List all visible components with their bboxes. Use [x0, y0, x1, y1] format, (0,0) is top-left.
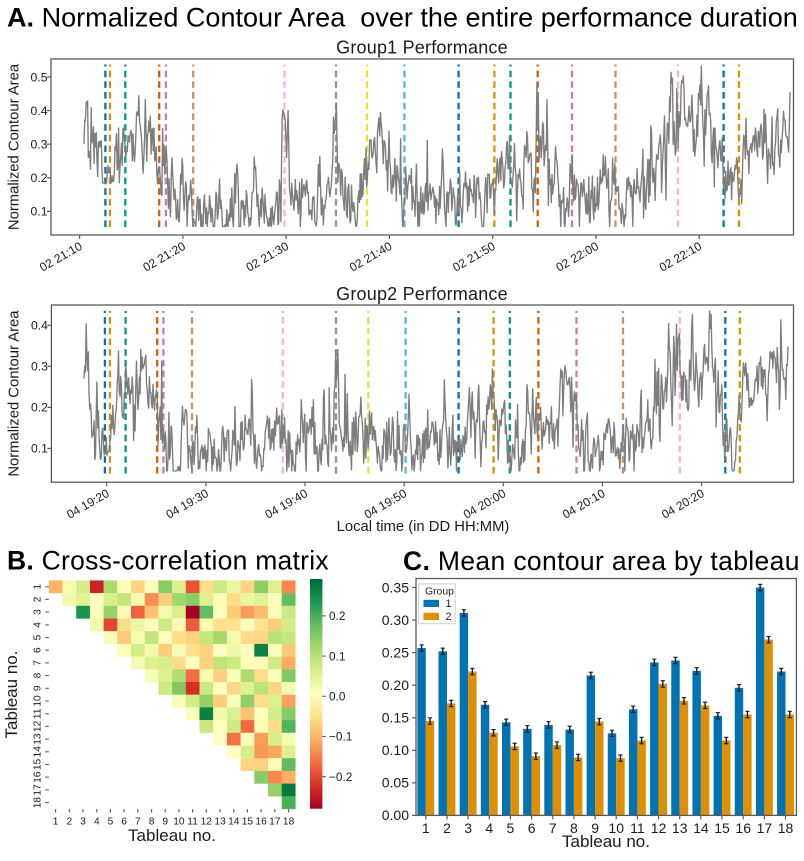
svg-text:14: 14: [693, 820, 709, 836]
svg-text:11: 11: [33, 708, 44, 719]
svg-text:Local time (in DD HH:MM): Local time (in DD HH:MM): [337, 519, 510, 535]
svg-text:Group: Group: [425, 587, 454, 598]
svg-text:16: 16: [255, 816, 267, 827]
svg-text:10: 10: [173, 816, 185, 827]
svg-text:0.5: 0.5: [31, 70, 48, 84]
svg-text:C. Mean contour area by tablea: C. Mean contour area by tableau: [403, 546, 800, 576]
svg-text:0.4: 0.4: [31, 319, 48, 333]
svg-text:14: 14: [33, 746, 44, 758]
svg-text:7: 7: [549, 820, 557, 836]
svg-text:6: 6: [33, 647, 44, 653]
svg-text:9: 9: [162, 816, 168, 827]
svg-text:Normalized Contour Area: Normalized Contour Area: [7, 310, 23, 477]
svg-text:Normalized Contour Area: Normalized Contour Area: [7, 63, 23, 230]
svg-text:Tableau no.: Tableau no.: [562, 832, 650, 851]
svg-text:0.1: 0.1: [31, 205, 48, 219]
svg-text:9: 9: [591, 820, 599, 836]
svg-text:4: 4: [33, 622, 44, 628]
svg-text:5: 5: [108, 816, 114, 827]
svg-text:0.1: 0.1: [31, 442, 48, 456]
svg-text:17: 17: [33, 784, 44, 796]
svg-text:12: 12: [33, 720, 44, 732]
svg-text:8: 8: [149, 816, 155, 827]
svg-text:13: 13: [214, 816, 226, 827]
svg-text:1: 1: [422, 820, 430, 836]
svg-text:0.20: 0.20: [382, 677, 409, 693]
svg-text:B. Cross-correlation matrix: B. Cross-correlation matrix: [7, 546, 329, 576]
svg-text:2: 2: [33, 596, 44, 602]
svg-text:6: 6: [121, 816, 127, 827]
svg-text:16: 16: [33, 771, 44, 783]
svg-text:5: 5: [33, 634, 44, 640]
svg-text:3: 3: [33, 609, 44, 615]
svg-text:18: 18: [33, 797, 44, 809]
svg-text:0.35: 0.35: [382, 579, 409, 595]
svg-text:0.3: 0.3: [31, 138, 48, 152]
svg-text:18: 18: [283, 816, 295, 827]
svg-text:1: 1: [446, 598, 452, 610]
svg-text:0.05: 0.05: [382, 775, 409, 791]
svg-text:1: 1: [53, 816, 59, 827]
svg-text:2: 2: [446, 611, 452, 623]
svg-text:4: 4: [94, 816, 100, 827]
svg-text:0.00: 0.00: [382, 807, 409, 823]
svg-text:15: 15: [242, 816, 254, 827]
svg-text:8: 8: [33, 672, 44, 678]
svg-text:11: 11: [630, 820, 645, 836]
svg-text:−0.1: −0.1: [329, 730, 352, 744]
svg-text:12: 12: [201, 816, 213, 827]
svg-text:7: 7: [135, 816, 141, 827]
svg-text:15: 15: [714, 820, 730, 836]
svg-text:2: 2: [443, 820, 451, 836]
svg-text:0.2: 0.2: [329, 609, 345, 623]
svg-text:7: 7: [33, 660, 44, 666]
svg-text:−0.2: −0.2: [329, 770, 352, 784]
svg-text:13: 13: [672, 820, 688, 836]
svg-text:18: 18: [778, 820, 794, 836]
svg-text:4: 4: [485, 820, 493, 836]
svg-text:Group2 Performance: Group2 Performance: [336, 284, 508, 304]
svg-text:15: 15: [33, 759, 44, 771]
svg-text:1: 1: [33, 584, 44, 590]
svg-text:5: 5: [507, 820, 515, 836]
svg-text:6: 6: [528, 820, 536, 836]
svg-text:3: 3: [80, 816, 86, 827]
svg-text:0.25: 0.25: [382, 644, 409, 660]
svg-text:0.1: 0.1: [329, 649, 345, 663]
svg-text:0.2: 0.2: [31, 401, 48, 415]
svg-text:9: 9: [33, 685, 44, 691]
svg-text:0.30: 0.30: [382, 612, 409, 628]
svg-text:11: 11: [187, 816, 198, 827]
svg-text:17: 17: [269, 816, 281, 827]
svg-text:17: 17: [757, 820, 773, 836]
svg-text:3: 3: [464, 820, 472, 836]
svg-text:10: 10: [608, 820, 624, 836]
svg-text:12: 12: [651, 820, 667, 836]
svg-text:Group1 Performance: Group1 Performance: [336, 38, 508, 58]
svg-text:A. Normalized Contour Area ov: A. Normalized Contour Area over the enti…: [7, 3, 798, 33]
svg-text:Tableau no.: Tableau no.: [128, 826, 216, 845]
svg-text:0.10: 0.10: [382, 742, 409, 758]
svg-text:0.0: 0.0: [329, 690, 346, 704]
svg-text:0.2: 0.2: [31, 171, 48, 185]
svg-text:8: 8: [570, 820, 578, 836]
svg-text:0.15: 0.15: [382, 710, 409, 726]
svg-text:0.4: 0.4: [31, 104, 48, 118]
svg-text:Tableau no.: Tableau no.: [2, 651, 21, 739]
svg-text:14: 14: [228, 816, 240, 827]
svg-text:2: 2: [66, 816, 72, 827]
svg-text:0.3: 0.3: [31, 360, 48, 374]
svg-text:10: 10: [33, 695, 44, 707]
svg-text:13: 13: [33, 733, 44, 745]
svg-text:16: 16: [735, 820, 751, 836]
